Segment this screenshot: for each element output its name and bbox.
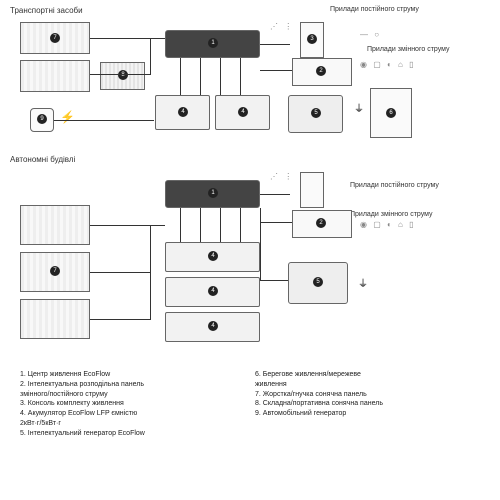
num-1b: 1 xyxy=(208,188,218,198)
wire xyxy=(90,319,150,320)
wire xyxy=(260,222,292,223)
num-5b: 5 xyxy=(313,277,323,287)
wire xyxy=(180,208,181,242)
wire xyxy=(90,225,165,226)
legend-line: 6. Берегове живлення/мережеве xyxy=(255,370,490,380)
ac-icons-1: ◉ ▢ ◐ ⌂ ▯ xyxy=(360,60,416,69)
num-3a: 3 xyxy=(307,34,317,44)
num-7b: 7 xyxy=(50,266,60,276)
legend-right: 6. Берегове живлення/мережеве живлення 7… xyxy=(255,370,490,419)
dc-icons-1: — ○ xyxy=(360,30,381,39)
console-3b xyxy=(300,172,324,208)
legend-left: 1. Центр живлення EcoFlow 2. Інтелектуал… xyxy=(20,370,250,439)
legend-line: живлення xyxy=(255,380,490,390)
num-8a: 8 xyxy=(118,70,128,80)
wire xyxy=(90,38,165,39)
num-4d: 4 xyxy=(208,286,218,296)
plug-icon-1: ⏚ xyxy=(354,100,364,115)
num-2a: 2 xyxy=(316,66,326,76)
legend-line: змінного/постійного струму xyxy=(20,390,250,400)
legend-line: 4. Акумулятор EcoFlow LFP ємністю xyxy=(20,409,250,419)
num-4c: 4 xyxy=(208,251,218,261)
label-ac-2: Прилади змінного струму xyxy=(350,211,433,218)
wire xyxy=(220,208,221,242)
plug-icon-2: ⏚ xyxy=(358,275,368,290)
diagram-page: Транспортні засоби Прилади постійного ст… xyxy=(0,0,500,500)
wire xyxy=(180,58,181,95)
wire xyxy=(150,38,151,75)
label-ac-1: Прилади змінного струму xyxy=(367,46,450,53)
wire xyxy=(260,44,290,45)
solar-panel-7b xyxy=(20,60,90,92)
num-4a: 4 xyxy=(178,107,188,117)
legend-line: 2. Інтелектуальна розподільна панель xyxy=(20,380,250,390)
label-dc-2: Прилади постійного струму xyxy=(350,182,439,189)
wire xyxy=(200,58,201,95)
wire xyxy=(240,208,241,242)
num-6a: 6 xyxy=(386,108,396,118)
wifi-icon-1: ⋰ ⋮ xyxy=(270,22,294,31)
solar-panel-7c xyxy=(20,205,90,245)
num-1a: 1 xyxy=(208,38,218,48)
title-transport: Транспортні засоби xyxy=(10,6,83,15)
wire xyxy=(90,74,150,75)
ac-icons-2: ◉ ▢ ◐ ⌂ ▯ xyxy=(360,220,416,229)
legend-line: 7. Жорстка/гнучка сонячна панель xyxy=(255,390,490,400)
wire xyxy=(260,70,292,71)
wire xyxy=(200,208,201,242)
wire xyxy=(220,58,221,95)
bolt-icon: ⚡ xyxy=(60,110,75,124)
solar-panel-7e xyxy=(20,299,90,339)
wire xyxy=(150,225,151,320)
num-4b: 4 xyxy=(238,107,248,117)
legend-line: 3. Консоль комплекту живлення xyxy=(20,399,250,409)
wifi-icon-2: ⋰ ⋮ xyxy=(270,172,294,181)
wire xyxy=(54,120,154,121)
num-9a: 9 xyxy=(37,114,47,124)
wire xyxy=(260,208,261,281)
legend-line: 5. Інтелектуальний генератор EcoFlow xyxy=(20,429,250,439)
legend-line: 2кВт·г/5кВт·г xyxy=(20,419,250,429)
wire xyxy=(240,58,241,95)
legend-line: 8. Складна/портативна сонячна панель xyxy=(255,399,490,409)
legend-line: 9. Автомобільний генератор xyxy=(255,409,490,419)
num-4e: 4 xyxy=(208,321,218,331)
num-7a: 7 xyxy=(50,33,60,43)
title-autonomous: Автономні будівлі xyxy=(10,155,75,164)
label-dc-1: Прилади постійного струму xyxy=(330,6,419,13)
legend-line: 1. Центр живлення EcoFlow xyxy=(20,370,250,380)
wire xyxy=(260,280,288,281)
num-5a: 5 xyxy=(311,108,321,118)
wire xyxy=(260,194,290,195)
wire xyxy=(90,272,150,273)
num-2b: 2 xyxy=(316,218,326,228)
